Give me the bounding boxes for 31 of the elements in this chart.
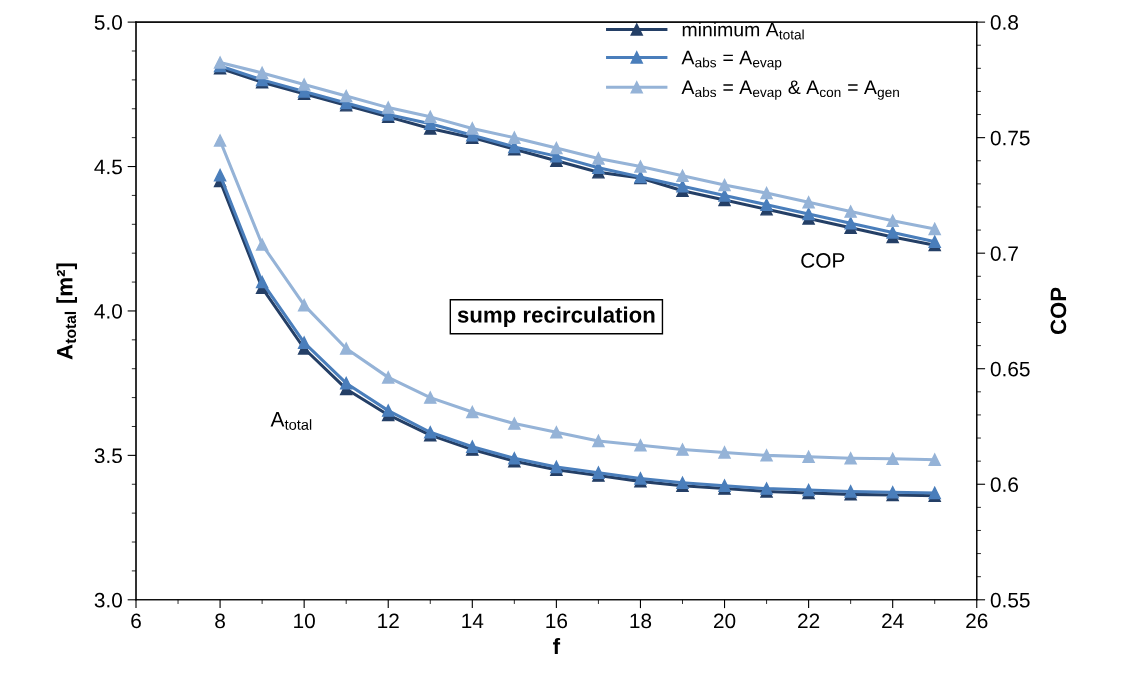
y2-tick-label: 0.8 bbox=[990, 15, 1019, 30]
x-tick-label: 20 bbox=[713, 613, 736, 629]
annotation: COP bbox=[801, 253, 845, 268]
y2-tick-label: 0.65 bbox=[990, 361, 1030, 377]
x-tick-label: 18 bbox=[630, 613, 652, 629]
y2-tick-label: 0.7 bbox=[990, 246, 1018, 261]
y-tick-label: 4.5 bbox=[94, 159, 122, 175]
x-tick-label: 16 bbox=[546, 613, 568, 629]
x-tick-label: 10 bbox=[294, 613, 315, 629]
y-tick-label: 4.0 bbox=[94, 303, 122, 319]
y2-tick-label: 0.75 bbox=[990, 130, 1030, 146]
annotation: A$_{total}$ bbox=[270, 412, 312, 430]
x-tick-label: 24 bbox=[882, 613, 904, 629]
x-tick-label: 26 bbox=[966, 613, 988, 629]
legend-label: A$_{abs}$ = A$_{evap}$ & A$_{con}$ = A$_{gen}$ bbox=[681, 80, 899, 100]
x-tick-label: 14 bbox=[462, 613, 484, 629]
x-tick-label: 8 bbox=[215, 613, 225, 629]
legend-label: A$_{abs}$ = A$_{evap}$ bbox=[681, 50, 782, 71]
y-tick-label: 3.5 bbox=[94, 448, 122, 464]
x-tick-label: 6 bbox=[131, 613, 141, 629]
x-tick-label: 12 bbox=[378, 613, 399, 629]
y2-tick-label: 0.55 bbox=[990, 592, 1030, 608]
x-axis-title: f bbox=[553, 637, 561, 655]
y-axis-title: A$_{total}$ [m²] bbox=[56, 263, 78, 360]
y-tick-label: 3.0 bbox=[94, 592, 122, 608]
annotation: sump recirculation bbox=[457, 306, 655, 328]
y2-axis-title: COP bbox=[1050, 287, 1067, 335]
y2-tick-label: 0.6 bbox=[990, 477, 1018, 493]
x-tick-label: 22 bbox=[798, 613, 820, 629]
legend-label: minimum A$_{total}$ bbox=[682, 22, 804, 40]
y-tick-label: 5.0 bbox=[94, 15, 122, 30]
